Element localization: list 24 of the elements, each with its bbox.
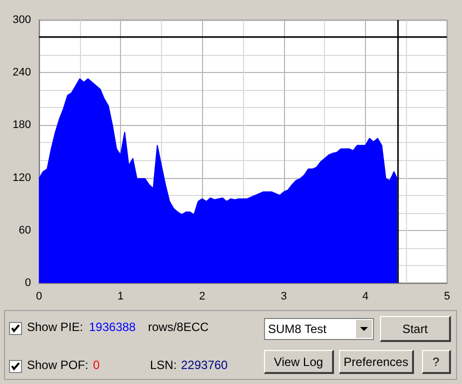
text: 0	[93, 358, 100, 372]
y-tick-label: 240	[12, 66, 31, 79]
text: 2293760	[181, 358, 228, 372]
button: Start	[380, 316, 451, 342]
button: Preferences	[339, 350, 414, 374]
y-tick-label: 0	[24, 277, 31, 289]
x-tick-label: 1	[118, 290, 124, 302]
text: Show PIE:	[27, 320, 84, 334]
text: rows/8ECC	[148, 320, 209, 334]
y-tick-label: 300	[12, 14, 31, 26]
button: View Log	[264, 350, 334, 374]
x-tick-label: 4	[362, 290, 368, 302]
y-tick-label: 180	[12, 119, 31, 132]
text: LSN:	[150, 358, 177, 372]
y-tick-label: 120	[12, 172, 31, 184]
dropdown: SUM8 Test	[264, 318, 374, 340]
x-tick-label: 0	[36, 290, 42, 302]
y-tick-label: 60	[18, 224, 31, 236]
x-tick-label: 2	[199, 290, 206, 302]
button: ?	[422, 350, 451, 374]
x-tick-label: 5	[444, 290, 450, 302]
text: 1936388	[89, 320, 136, 334]
x-tick-label: 3	[280, 290, 287, 302]
text: Show POF:	[27, 358, 88, 372]
